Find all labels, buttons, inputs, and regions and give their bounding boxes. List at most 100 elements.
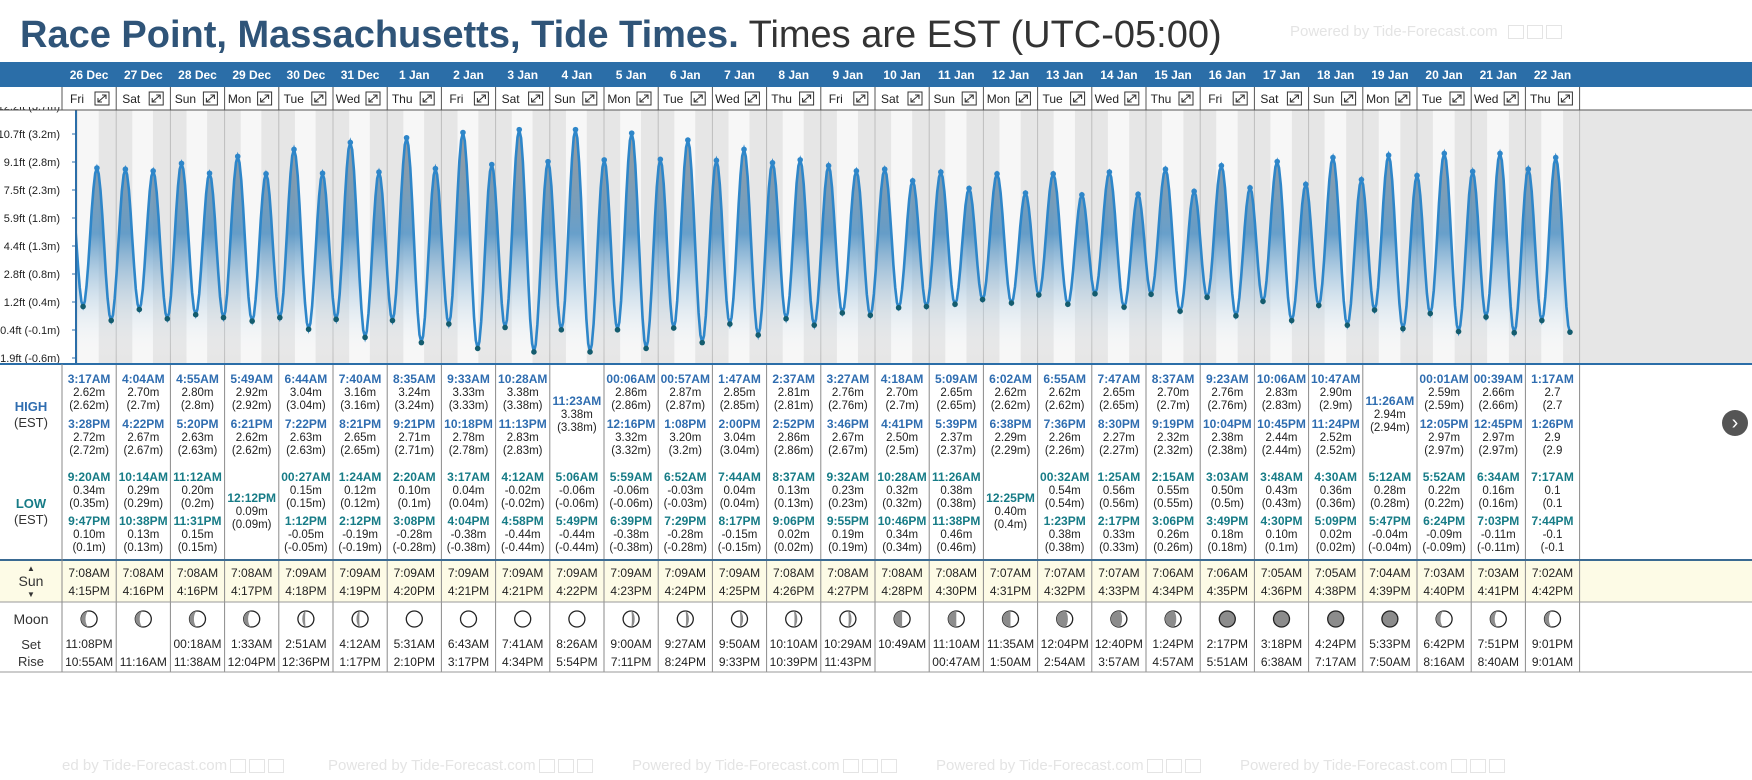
tide-time: 4:04AM: [122, 372, 165, 386]
low-tide-point: [783, 315, 789, 322]
low-tide-point: [192, 311, 199, 318]
low-tide-point: [108, 317, 114, 324]
low-tide-point: [1288, 317, 1295, 324]
high-tide-point: [1414, 172, 1420, 179]
expand-day-icon[interactable]: [365, 91, 381, 106]
expand-day-icon[interactable]: [1178, 91, 1194, 106]
moon-shadow: [685, 611, 689, 627]
moonrise-time: 9:33PM: [719, 655, 760, 669]
expand-arrow: [639, 94, 649, 103]
expand-day-icon[interactable]: [799, 91, 815, 106]
tide-time: 10:06AM: [1257, 372, 1306, 386]
high-tide-point: [1469, 168, 1476, 175]
sunset-time: 4:21PM: [448, 584, 489, 598]
tide-time: 5:49PM: [556, 514, 598, 528]
sunrise-time: 7:09AM: [285, 566, 326, 580]
expand-day-icon[interactable]: [961, 91, 977, 106]
expand-day-icon[interactable]: [1503, 91, 1519, 106]
tide-height-alt: (0.13m): [774, 498, 814, 510]
moon-phase-icon: [351, 610, 369, 628]
sunset-time: 4:26PM: [773, 584, 814, 598]
expand-day-icon[interactable]: [528, 91, 544, 106]
tide-time: 9:55PM: [827, 514, 869, 528]
expand-arrow: [856, 94, 866, 103]
expand-day-icon[interactable]: [1070, 91, 1086, 106]
tide-height: -0.03m: [667, 485, 703, 497]
low-tide-point: [699, 339, 705, 346]
moonset-time: 00:18AM: [173, 637, 221, 651]
date-label: 13 Jan: [1046, 68, 1083, 82]
tide-time: 7:36PM: [1044, 417, 1086, 431]
expand-day-icon[interactable]: [853, 91, 869, 106]
tide-height-alt: (-0.06m): [609, 498, 653, 510]
tide-height: 2.76m: [832, 387, 864, 399]
tide-height-alt: (3.24m): [394, 400, 434, 412]
moon-disc: [351, 610, 369, 628]
expand-day-icon[interactable]: [1557, 91, 1573, 106]
tide-time: 9:32AM: [827, 470, 870, 484]
expand-day-icon[interactable]: [1449, 91, 1465, 106]
tide-height-alt: (2.62m): [1045, 400, 1085, 412]
tide-time: 10:04PM: [1203, 417, 1252, 431]
dow-label: Mon: [1366, 92, 1389, 106]
low-tide-point: [1400, 325, 1406, 332]
tide-height: 0.34m: [886, 529, 918, 541]
tide-time: 3:03AM: [1206, 470, 1249, 484]
sunrise-time: 7:07AM: [1098, 566, 1139, 580]
expand-day-icon[interactable]: [744, 91, 760, 106]
expand-day-icon[interactable]: [94, 91, 110, 106]
expand-day-icon[interactable]: [1395, 91, 1411, 106]
expand-day-icon[interactable]: [636, 91, 652, 106]
expand-day-icon[interactable]: [419, 91, 435, 106]
tide-height: 0.55m: [1157, 485, 1189, 497]
expand-day-icon[interactable]: [1232, 91, 1248, 106]
watermark-bottom-text-0: ed by Tide-Forecast.com: [62, 757, 228, 774]
sunset-time: 4:40PM: [1423, 584, 1464, 598]
sunset-time: 4:16PM: [177, 584, 218, 598]
tide-height: 2.72m: [73, 432, 105, 444]
tide-height: 0.13m: [778, 485, 810, 497]
sunrise-time: 7:07AM: [990, 566, 1031, 580]
high-tide-point: [150, 168, 156, 174]
tide-height: 3.38m: [507, 387, 539, 399]
tide-time: 11:26AM: [932, 470, 981, 484]
low-tide-point: [670, 325, 677, 331]
low-tide-point: [136, 306, 143, 313]
expand-day-icon[interactable]: [582, 91, 598, 106]
tide-height: 2.76m: [1211, 387, 1243, 399]
tide-time: 8:37AM: [1152, 372, 1195, 386]
tide-time: 3:06PM: [1152, 514, 1194, 528]
sunrise-time: 7:06AM: [1207, 566, 1248, 580]
expand-day-icon[interactable]: [257, 91, 273, 106]
expand-day-icon[interactable]: [1286, 91, 1302, 106]
date-label: 10 Jan: [883, 68, 920, 82]
sunset-time: 4:39PM: [1369, 584, 1410, 598]
expand-arrow: [1018, 94, 1028, 103]
low-tide-point: [839, 310, 846, 316]
moon-phase-icon: [568, 610, 586, 628]
yaxis-mask: [0, 87, 76, 107]
expand-day-icon[interactable]: [690, 91, 706, 106]
expand-day-icon[interactable]: [311, 91, 327, 106]
moon-phase-icon: [1543, 610, 1562, 628]
tide-time: 5:09AM: [935, 372, 978, 386]
moon-disc: [730, 610, 749, 628]
expand-day-icon[interactable]: [202, 91, 218, 106]
expand-day-icon[interactable]: [1341, 91, 1357, 106]
tide-height-alt: (0.1m): [398, 498, 431, 510]
expand-day-icon[interactable]: [473, 91, 489, 106]
sunset-time: 4:27PM: [827, 584, 868, 598]
tide-rows-bg: [0, 364, 1752, 560]
low-tide-point: [389, 317, 396, 324]
tide-height-alt: (2.86m): [611, 400, 651, 412]
sunrise-time: 7:09AM: [556, 566, 597, 580]
high-tide-point: [432, 165, 439, 172]
expand-day-icon[interactable]: [1124, 91, 1140, 106]
expand-day-icon[interactable]: [148, 91, 164, 106]
tide-time: 11:31PM: [173, 514, 221, 528]
tide-time: 00:01AM: [1419, 372, 1468, 386]
expand-day-icon[interactable]: [907, 91, 923, 106]
next-days-button[interactable]: ›: [1722, 410, 1748, 436]
expand-day-icon[interactable]: [1015, 91, 1031, 106]
watermark-bottom: Powered by Tide-Forecast.com: [1240, 757, 1505, 774]
